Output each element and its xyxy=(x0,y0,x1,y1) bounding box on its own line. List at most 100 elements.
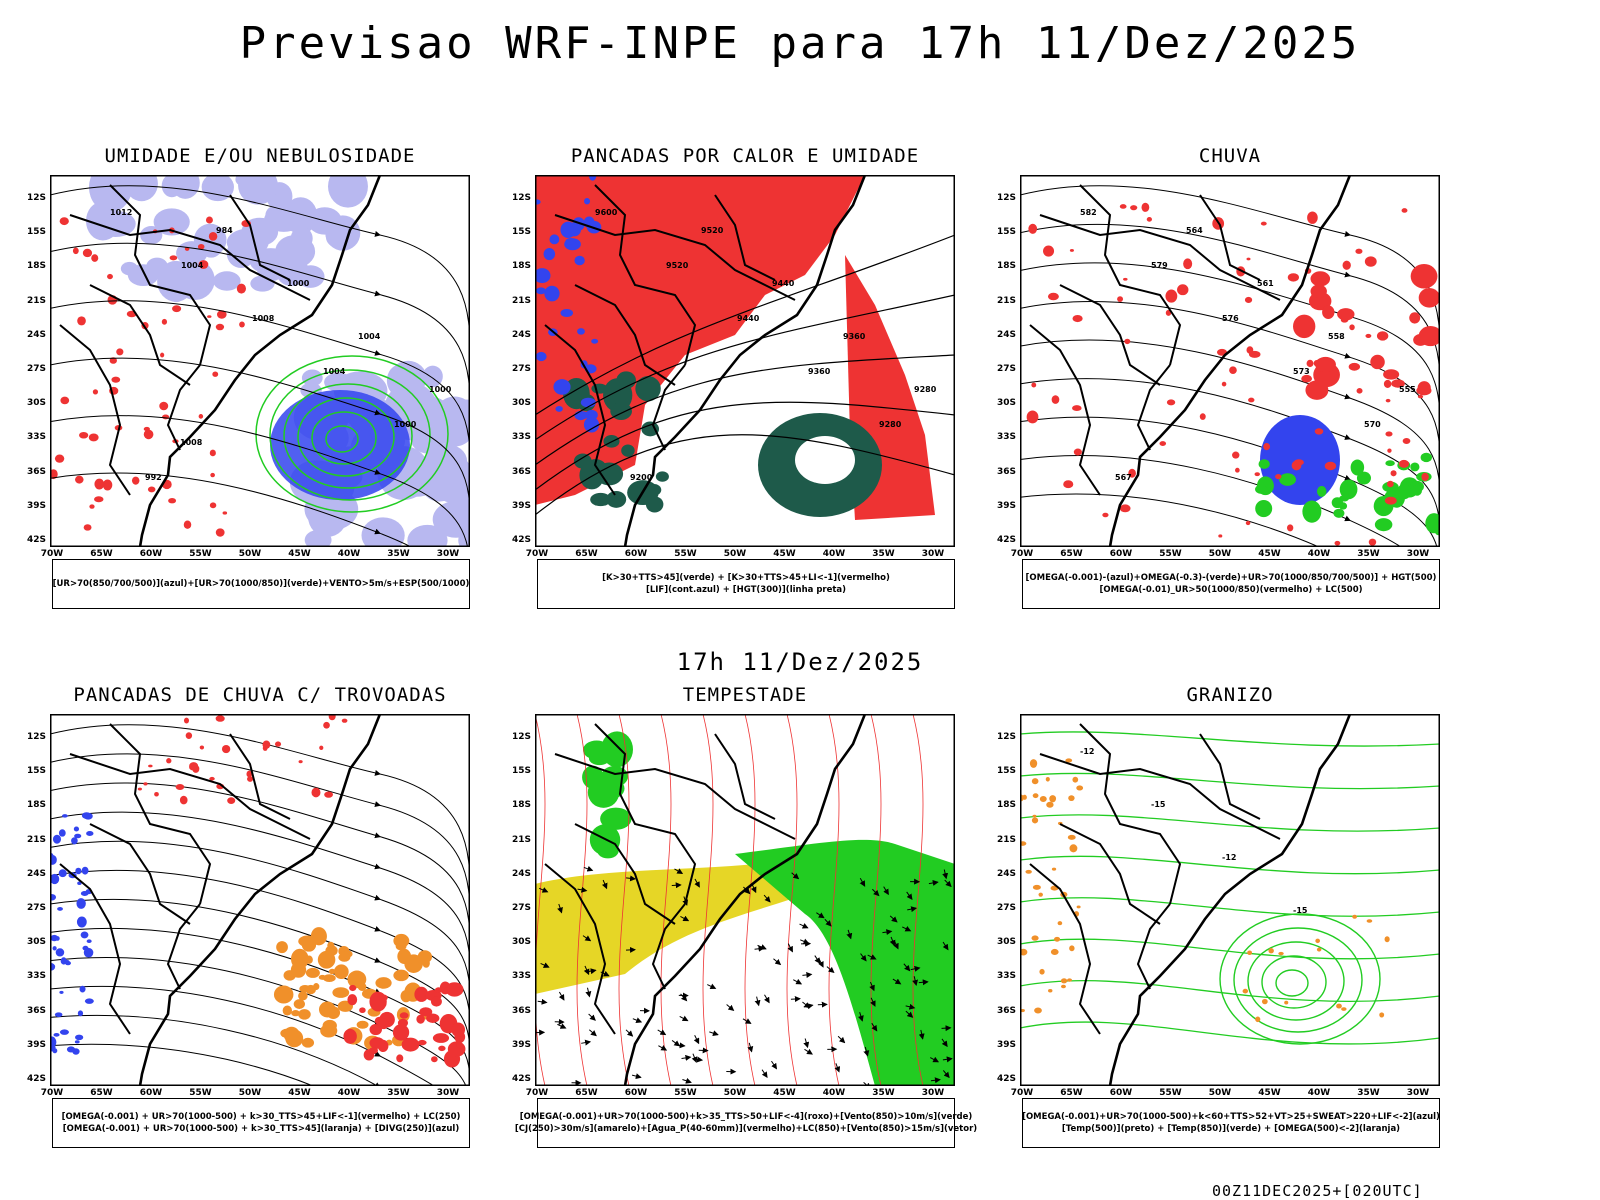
rain-strong-omega-area xyxy=(1339,479,1358,500)
lon-tick-label: 60W xyxy=(1109,1088,1133,1098)
wind-vector xyxy=(912,976,919,986)
lat-tick-label: 39S xyxy=(26,1039,46,1050)
wind-vector xyxy=(693,1056,704,1063)
divergence-area xyxy=(75,867,82,875)
thunderstorm-red-area xyxy=(175,783,185,790)
lat-tick-label: 36S xyxy=(26,466,46,477)
country-border xyxy=(1059,823,1161,925)
lat-tick-label: 12S xyxy=(26,732,46,742)
precipitable-water-contour xyxy=(576,714,588,1086)
shower-orange-area xyxy=(282,1005,293,1016)
streamline-250 xyxy=(50,869,470,1036)
thunderstorm-red-area xyxy=(359,1007,366,1014)
lat-tick-label: 33S xyxy=(511,432,531,443)
rain-humidity-area xyxy=(1028,223,1038,234)
shower-orange-area xyxy=(320,1024,338,1038)
map-panel-4: PANCADAS DE CHUVA C/ TROVOADAS 12S 15S 18S 2… xyxy=(0,684,470,1154)
shower-orange-area xyxy=(298,1009,311,1020)
divergence-area xyxy=(52,946,57,951)
wind-vector xyxy=(581,1039,592,1046)
wind-vector xyxy=(942,1056,953,1063)
lat-tick-label: 21S xyxy=(511,295,531,306)
humidity-upper-area xyxy=(125,175,158,202)
lifted-index-contour xyxy=(577,328,585,335)
rain-humidity-area xyxy=(1402,438,1411,445)
streamline-250 xyxy=(50,1043,315,1086)
rain-humidity-area xyxy=(1291,460,1302,471)
divergence-area xyxy=(59,990,64,994)
rain-humidity-area xyxy=(1421,472,1429,482)
shower-orange-area xyxy=(327,941,335,950)
contour-label: 9440 xyxy=(772,279,795,288)
wind-vector xyxy=(742,1018,752,1024)
country-border xyxy=(554,214,796,301)
lifted-index-contour xyxy=(535,287,546,295)
thunderstorm-red-area xyxy=(401,1037,420,1052)
thickness-contour xyxy=(94,478,105,490)
thickness-contour xyxy=(208,232,218,241)
country-border xyxy=(166,364,201,451)
omega-500-area xyxy=(1032,793,1039,799)
wind-vector xyxy=(883,886,889,896)
divergence-area xyxy=(79,985,86,993)
omega-500-area xyxy=(1054,936,1061,942)
country-border xyxy=(1136,903,1171,990)
thunderstorm-red-area xyxy=(438,1045,446,1052)
shower-orange-area xyxy=(328,968,336,975)
lat-tick-label: 18S xyxy=(26,261,46,272)
shower-orange-area xyxy=(356,1020,369,1029)
rain-humidity-area xyxy=(1390,470,1397,477)
lat-tick-label: 24S xyxy=(511,868,531,879)
wind-vector xyxy=(625,1029,634,1037)
lon-tick-label: 70W xyxy=(40,549,64,559)
rain-strong-omega-area xyxy=(1316,486,1327,497)
thickness-contour xyxy=(89,504,95,509)
thickness-contour xyxy=(209,449,216,457)
lat-tick-label: 18S xyxy=(26,800,46,811)
wind-vector xyxy=(930,1077,941,1084)
pressure-contour xyxy=(50,185,470,356)
lat-tick-label: 15S xyxy=(26,766,46,777)
coastline xyxy=(623,175,867,547)
contour-label: 555 xyxy=(1399,385,1416,394)
contour-label: 1008 xyxy=(252,314,275,323)
lon-tick-label: 45W xyxy=(1258,1088,1281,1098)
omega-500-area xyxy=(1315,938,1321,944)
divergence-area xyxy=(74,1040,80,1044)
panel-title: CHUVA xyxy=(1198,145,1262,167)
divergence-area xyxy=(71,837,78,845)
rain-humidity-area xyxy=(1286,524,1294,532)
lon-tick-label: 70W xyxy=(1010,549,1034,559)
lon-tick-label: 60W xyxy=(1109,549,1133,559)
precipitable-water-contour xyxy=(702,714,714,1086)
map-area: -12 -15 -12 -15 xyxy=(1020,714,1440,1086)
humidity-lower-contour xyxy=(311,411,377,465)
lat-tick-label: 21S xyxy=(996,834,1016,845)
panel-title: PANCADAS POR CALOR E UMIDADE xyxy=(570,145,920,167)
rain-humidity-area xyxy=(1232,451,1240,459)
wind-850-area xyxy=(597,843,619,859)
shower-orange-area xyxy=(332,987,350,998)
rain-humidity-area xyxy=(1370,354,1385,370)
thickness-contour xyxy=(198,414,204,419)
lat-tick-label: 33S xyxy=(26,971,46,982)
rain-humidity-area xyxy=(1072,405,1082,412)
lat-tick-label: 21S xyxy=(26,295,46,306)
omega-500-area xyxy=(1051,867,1057,871)
thickness-contour xyxy=(77,316,86,326)
rain-humidity-area xyxy=(1398,459,1410,468)
lon-tick-label: 65W xyxy=(575,1088,598,1098)
shower-orange-area xyxy=(313,983,320,991)
lon-tick-label: 60W xyxy=(624,549,648,559)
country-border xyxy=(69,214,311,301)
omega-500-area xyxy=(1045,777,1050,782)
thunderstorm-red-area xyxy=(262,740,271,749)
humidity-upper-area xyxy=(458,528,470,547)
thickness-contour xyxy=(60,396,70,405)
map-area xyxy=(50,714,470,1086)
thunderstorm-red-area xyxy=(417,1039,427,1046)
rain-humidity-area xyxy=(1307,211,1318,224)
thickness-contour xyxy=(54,454,65,463)
coastline xyxy=(1108,714,1352,1086)
lat-tick-label: 24S xyxy=(511,329,531,340)
